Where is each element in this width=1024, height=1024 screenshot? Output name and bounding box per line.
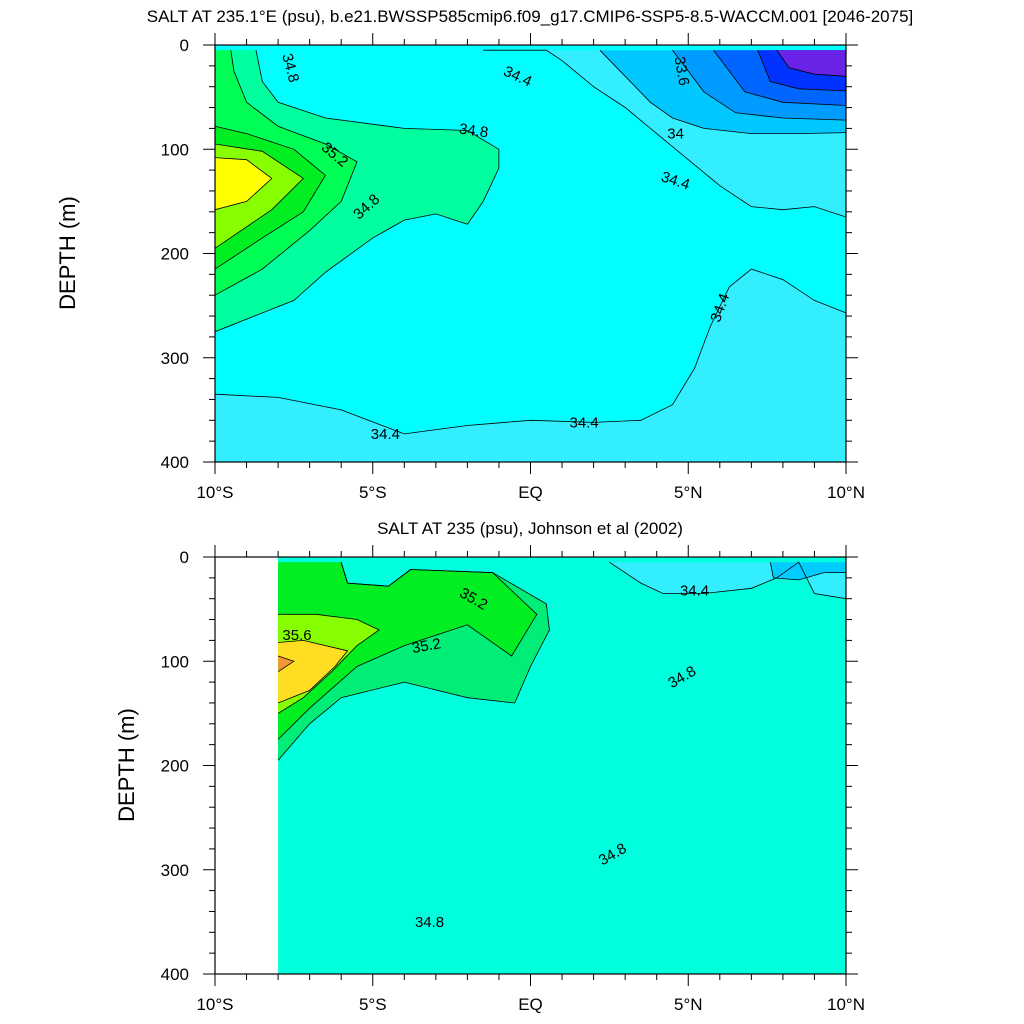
y-tick-label: 0 — [180, 36, 189, 55]
y-axis-label: DEPTH (m) — [55, 196, 80, 310]
y-tick-label: 300 — [161, 861, 189, 880]
y-tick-label: 200 — [161, 245, 189, 264]
plot-area — [215, 45, 846, 462]
contour-label: 34.8 — [458, 121, 489, 142]
salinity-region-35-2 — [278, 562, 537, 740]
x-tick-label: 10°S — [196, 995, 233, 1014]
contour-line — [776, 49, 846, 77]
salinity-region-34-6 — [609, 562, 846, 599]
contour-line — [769, 562, 846, 581]
contour-line — [599, 49, 846, 134]
y-tick-label: 400 — [161, 453, 189, 472]
x-tick-label: EQ — [518, 483, 543, 502]
x-tick-label: 10°N — [827, 483, 865, 502]
contour-line — [713, 49, 846, 106]
y-tick-label: 300 — [161, 349, 189, 368]
x-tick-label: 5°S — [359, 483, 387, 502]
contour-line — [672, 49, 846, 121]
y-tick-label: 0 — [180, 548, 189, 567]
salinity-region-34-6 — [215, 50, 499, 332]
x-tick-label: 5°S — [359, 995, 387, 1014]
plot-area — [277, 557, 846, 974]
contour-label: 34.4 — [570, 414, 599, 431]
contour-label: 35.6 — [282, 627, 311, 644]
contour-line — [215, 50, 358, 296]
bottom-panel: SALT AT 235 (psu), Johnson et al (2002) … — [114, 519, 865, 1014]
x-tick-label: 10°N — [827, 995, 865, 1014]
chart-title: SALT AT 235.1°E (psu), b.e21.BWSSP585cmi… — [147, 7, 914, 26]
contour-line — [277, 655, 295, 673]
y-tick-label: 200 — [161, 757, 189, 776]
contour-line — [215, 50, 500, 333]
contour-line — [277, 639, 349, 704]
salinity-region-34-4 — [770, 562, 846, 580]
chart-title: SALT AT 235 (psu), Johnson et al (2002) — [377, 519, 683, 538]
salinity-region-34-4 — [215, 269, 846, 462]
y-tick-label: 400 — [161, 965, 189, 984]
contour-line — [215, 268, 846, 435]
salinity-region-32-8 — [776, 50, 846, 77]
x-tick-label: 5°N — [674, 995, 703, 1014]
contour-label: 33.6 — [671, 55, 693, 87]
y-tick-label: 100 — [161, 652, 189, 671]
x-tick-label: EQ — [518, 995, 543, 1014]
x-tick-label: 10°S — [196, 483, 233, 502]
y-tick-label: 100 — [161, 140, 189, 159]
contour-line — [277, 562, 538, 740]
salinity-region-35-4 — [215, 157, 272, 210]
contour-label: 34 — [667, 126, 684, 143]
contour-line — [215, 125, 326, 270]
contour-label: 35.2 — [411, 635, 443, 657]
x-tick-label: 5°N — [674, 483, 703, 502]
contour-line — [757, 50, 846, 92]
contour-line — [609, 561, 846, 600]
contour-label: 34.4 — [680, 582, 709, 599]
contour-line — [215, 143, 304, 249]
contour-line — [483, 49, 846, 218]
contour-line — [277, 613, 380, 714]
axes: 10°S 5°S EQ 5°N 10°N 0 100 200 300 400 — [161, 33, 865, 502]
contour-label: 34.8 — [415, 914, 444, 931]
top-panel: SALT AT 235.1°E (psu), b.e21.BWSSP585cmi… — [55, 7, 913, 502]
y-axis-label: DEPTH (m) — [114, 708, 139, 822]
salinity-region-35-6 — [278, 640, 348, 703]
salinity-region-35-8 — [278, 656, 294, 672]
contour-label: 34.8 — [278, 52, 302, 85]
axes: 10°S 5°S EQ 5°N 10°N 0 100 200 300 400 — [161, 545, 865, 1014]
contour-label: 34.4 — [371, 426, 400, 443]
contour-line — [215, 157, 273, 211]
